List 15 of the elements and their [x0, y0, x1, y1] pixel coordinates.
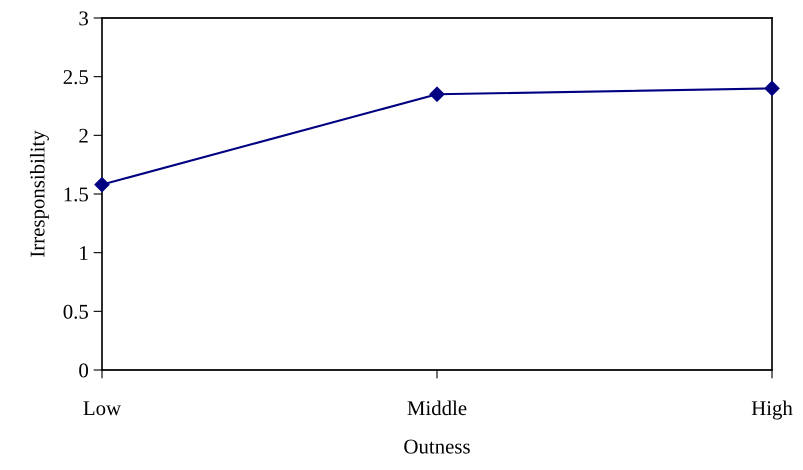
y-axis-title: Irresponsibility [30, 130, 49, 257]
y-tick-label: 2.5 [64, 70, 88, 84]
point [764, 80, 780, 96]
x-tick-label: High [752, 400, 793, 420]
y-tick-label: 0 [79, 363, 88, 378]
point [94, 177, 110, 192]
x-axis-title: Outness [404, 440, 470, 454]
y-tick-label: 1 [80, 246, 88, 260]
y-tick-label: 3 [79, 11, 88, 26]
y-tick-label: 2 [79, 128, 88, 143]
point [429, 86, 445, 102]
x-tick-label: Low [84, 401, 122, 416]
x-tick-label: Middle [408, 400, 466, 416]
y-tick-label: 0.5 [64, 304, 88, 319]
y-tick-label: 1.5 [64, 187, 88, 202]
